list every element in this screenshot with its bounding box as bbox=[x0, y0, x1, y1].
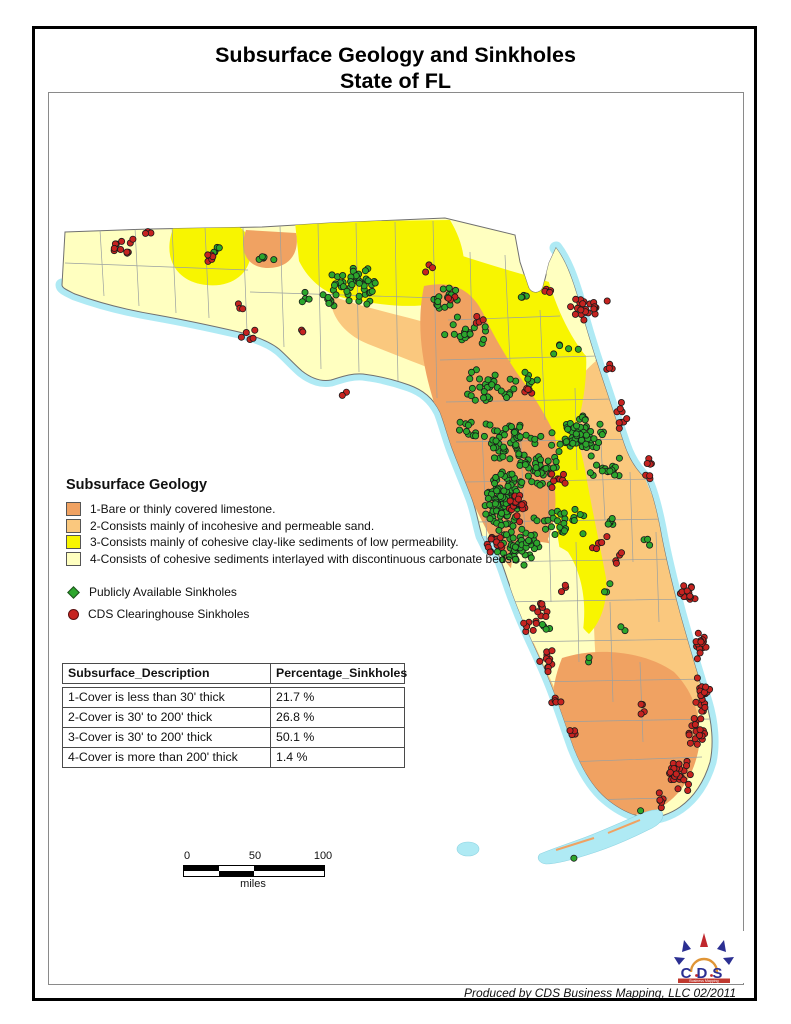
legend-point-label: CDS Clearinghouse Sinkholes bbox=[88, 607, 250, 621]
scale-unit: miles bbox=[240, 878, 266, 890]
legend-item-2: 2-Consists mainly of incohesive and perm… bbox=[66, 518, 515, 535]
title-line-2: State of FL bbox=[339, 69, 452, 93]
legend-item-label: 2-Consists mainly of incohesive and perm… bbox=[90, 518, 375, 533]
logo-dot-icon bbox=[710, 974, 713, 977]
legend-item-3: 3-Consists mainly of cohesive clay-like … bbox=[66, 534, 515, 551]
title-line-1: Subsurface Geology and Sinkholes bbox=[215, 43, 576, 67]
legend-point-item-public: Publicly Available Sinkholes bbox=[66, 581, 515, 603]
logo-dot-icon bbox=[695, 974, 698, 977]
table-cell: 26.8 % bbox=[271, 708, 404, 728]
logo-text: CDS bbox=[681, 965, 728, 982]
region-cat1-south-tip bbox=[551, 651, 700, 815]
scale-labels: 0 50 100 bbox=[183, 850, 333, 863]
map-legend: Subsurface Geology 1-Bare or thinly cove… bbox=[66, 477, 515, 625]
scale-label-0: 0 bbox=[183, 850, 191, 862]
column-header: Subsurface_Description bbox=[63, 664, 271, 683]
legend-item-1: 1-Bare or thinly covered limestone. bbox=[66, 501, 515, 518]
legend-point-label: Publicly Available Sinkholes bbox=[89, 585, 237, 599]
green-diamond-icon bbox=[67, 585, 80, 599]
cds-logo: CDS Business Mapping bbox=[664, 931, 744, 983]
cat1-color-swatch bbox=[66, 502, 81, 517]
keys-land-slivers bbox=[555, 819, 641, 851]
column-header: Percentage_Sinkholes bbox=[276, 666, 408, 680]
logo-ray-icon bbox=[682, 940, 691, 952]
scale-label-100: 100 bbox=[313, 850, 333, 862]
table-cell: 1.4 % bbox=[276, 750, 308, 764]
logo-ray-icon bbox=[723, 957, 734, 965]
region-cat2-east-band bbox=[561, 358, 700, 750]
legend-point-item-cds: CDS Clearinghouse Sinkholes bbox=[66, 603, 515, 625]
legend-item-label: 4-Consists of cohesive sediments interla… bbox=[90, 551, 515, 566]
cat2-color-swatch bbox=[66, 518, 81, 533]
red-circle-icon bbox=[68, 608, 79, 620]
table-cell: 2-Cover is 30' to 200' thick bbox=[63, 708, 271, 728]
keys-chain bbox=[537, 809, 664, 865]
attribution-text: Produced by CDS Business Mapping, LLC 02… bbox=[464, 986, 736, 1000]
logo-ray-icon bbox=[717, 940, 726, 952]
logo-subtext: Business Mapping bbox=[689, 979, 718, 983]
scale-bar: 0 50 100 miles bbox=[183, 850, 333, 890]
legend-title: Subsurface Geology bbox=[66, 477, 208, 493]
logo-ray-icon bbox=[674, 957, 685, 965]
table-cell: 3-Cover is 30' to 200' thick bbox=[63, 728, 271, 748]
legend-item-label: 1-Bare or thinly covered limestone. bbox=[90, 502, 276, 517]
florida-keys bbox=[456, 809, 664, 865]
scale-label-50: 50 bbox=[248, 850, 262, 862]
table-cell: 4-Cover is more than 200' thick bbox=[63, 748, 271, 767]
page-border bbox=[32, 26, 757, 1001]
table-cell: 1-Cover is less than 30' thick bbox=[63, 688, 271, 708]
cat4-color-swatch bbox=[66, 551, 81, 566]
table-body: 1-Cover is less than 30' thick 21.7 % 2-… bbox=[62, 687, 405, 768]
sinkhole-dots-layer bbox=[110, 228, 714, 862]
cat3-color-swatch bbox=[66, 535, 81, 550]
logo-sun-arc-icon bbox=[689, 957, 719, 973]
table-cell: 21.7 % bbox=[271, 688, 404, 708]
table-cell: 50.1 % bbox=[271, 728, 404, 748]
legend-item-4: 4-Consists of cohesive sediments interla… bbox=[66, 551, 515, 568]
scale-bar-graphic bbox=[183, 865, 325, 877]
table-header-row: Subsurface_Description Percentage_Sinkho… bbox=[62, 663, 408, 684]
florida-map bbox=[55, 217, 719, 865]
legend-item-label: 3-Consists mainly of cohesive clay-like … bbox=[90, 535, 459, 550]
key-west-island bbox=[456, 841, 480, 857]
logo-flame-icon bbox=[700, 933, 708, 947]
logo-banner bbox=[678, 978, 730, 983]
map-title: Subsurface Geology and Sinkholes State o… bbox=[40, 42, 751, 94]
sinkhole-statistics-table: Subsurface_Description Percentage_Sinkho… bbox=[62, 663, 408, 768]
